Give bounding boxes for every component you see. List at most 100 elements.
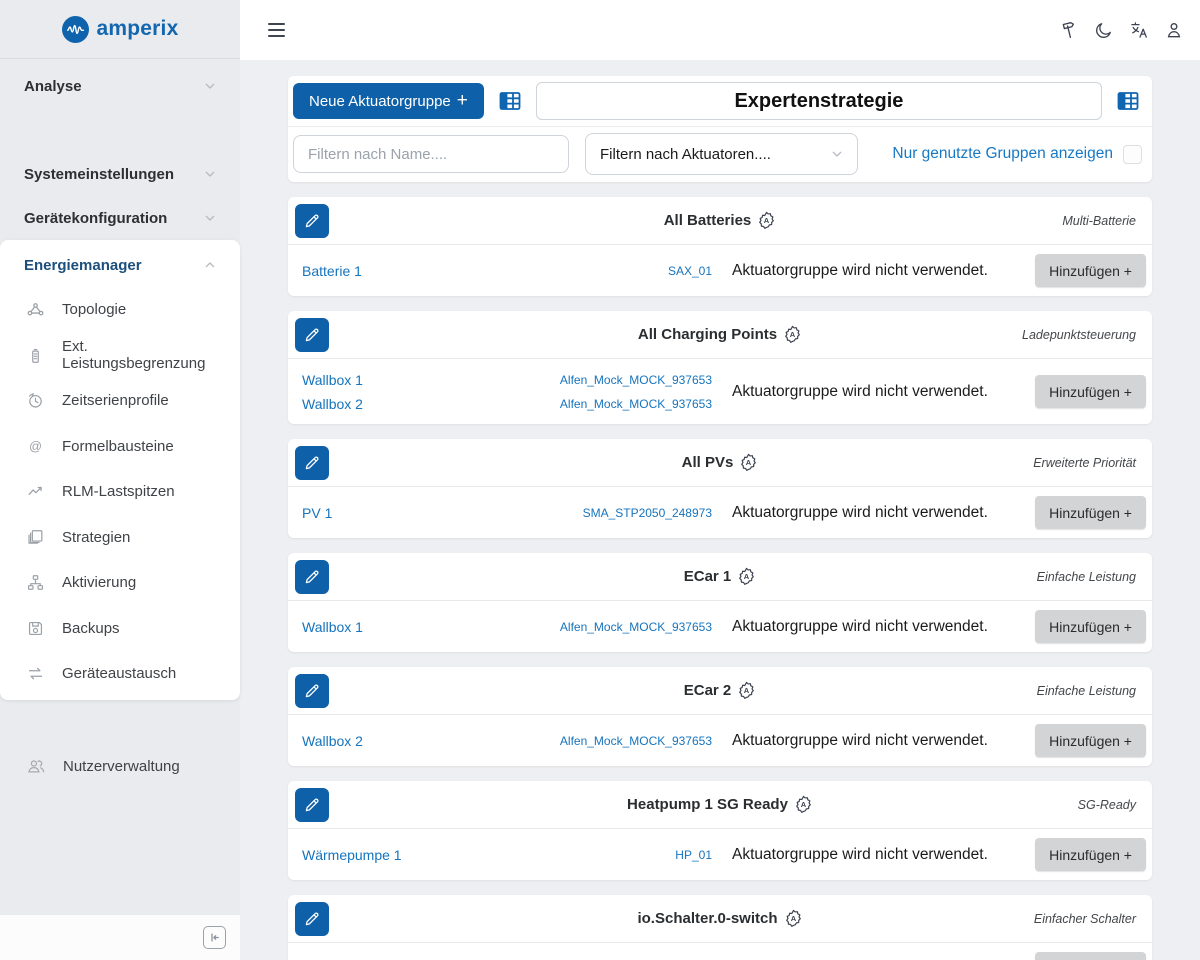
- device-name-link[interactable]: Wallbox 2: [302, 732, 363, 749]
- hamburger-menu-icon[interactable]: [268, 23, 285, 37]
- edit-group-button[interactable]: [295, 559, 329, 594]
- add-to-group-button[interactable]: Hinzufügen +: [1035, 952, 1146, 960]
- backups-icon: [26, 619, 45, 638]
- sidebar-collapse-button[interactable]: [203, 926, 226, 949]
- sidebar-item-energiemanager[interactable]: Energiemanager: [0, 243, 240, 287]
- device-name-link[interactable]: Wärmepumpe 1: [302, 846, 402, 863]
- group-settings-gear-icon[interactable]: [737, 567, 756, 586]
- group-settings-gear-icon[interactable]: [737, 681, 756, 700]
- group-card-list: All Batteries Multi-Batterie Batterie 1: [288, 197, 1152, 960]
- sidebar-subitem[interactable]: Strategien: [0, 515, 240, 561]
- edit-group-button[interactable]: [295, 787, 329, 822]
- power-limit-icon: [26, 346, 45, 365]
- actuator-group-card: ECar 1 Einfache Leistung Wallbox 1: [288, 553, 1152, 652]
- sidebar-subitem[interactable]: RLM-Lastspitzen: [0, 469, 240, 515]
- sidebar-subitem[interactable]: Ext. Leistungsbegrenzung: [0, 333, 240, 379]
- sidebar-subitem[interactable]: Geräteaustausch: [0, 651, 240, 697]
- edit-group-button[interactable]: [295, 203, 329, 238]
- sidebar: amperix Analyse Systemeinstellungen Gerä…: [0, 0, 240, 960]
- sidebar-subitem[interactable]: Topologie: [0, 287, 240, 333]
- add-to-group-button[interactable]: Hinzufügen +: [1035, 254, 1146, 287]
- group-settings-gear-icon[interactable]: [783, 325, 802, 344]
- translate-icon[interactable]: [1129, 20, 1149, 40]
- edit-group-button[interactable]: [295, 901, 329, 936]
- device-name-link[interactable]: Wallbox 1: [302, 371, 363, 388]
- device-name-link[interactable]: Wallbox 2: [302, 395, 363, 412]
- chevron-down-icon: [202, 166, 218, 182]
- pencil-icon: [303, 682, 321, 700]
- group-status-text: Aktuatorgruppe wird nicht verwendet.: [732, 617, 988, 635]
- device-list: PV 1 SMA_STP2050_248973: [302, 501, 712, 524]
- group-status-text: Aktuatorgruppe wird nicht verwendet.: [732, 261, 988, 279]
- edit-group-button[interactable]: [295, 673, 329, 708]
- device-name-link[interactable]: Batterie 1: [302, 262, 362, 279]
- actuator-group-card: ECar 2 Einfache Leistung Wallbox 2: [288, 667, 1152, 766]
- group-type-tag: Ladepunktsteuerung: [1022, 327, 1136, 342]
- sidebar-subitem[interactable]: Backups: [0, 606, 240, 652]
- device-row: Wallbox 2 Alfen_Mock_MOCK_937653: [302, 729, 712, 752]
- device-id-link[interactable]: SAX_01: [667, 263, 712, 278]
- load-peak-icon: [26, 482, 45, 501]
- group-title: All PVs: [681, 454, 734, 471]
- group-type-tag: Erweiterte Priorität: [1033, 455, 1136, 470]
- sidebar-item-analyse[interactable]: Analyse: [0, 64, 240, 108]
- sidebar-subitem[interactable]: Aktivierung: [0, 560, 240, 606]
- signpost-icon[interactable]: [1059, 20, 1079, 40]
- pencil-icon: [303, 910, 321, 928]
- chevron-down-icon: [202, 78, 218, 94]
- filter-actuators-select[interactable]: Filtern nach Aktuatoren....: [585, 133, 858, 175]
- device-row: Batterie 1 SAX_01: [302, 259, 712, 282]
- device-name-link[interactable]: PV 1: [302, 504, 333, 521]
- sidebar-subitem[interactable]: Zeitserienprofile: [0, 378, 240, 424]
- edit-group-button[interactable]: [295, 445, 329, 480]
- device-id-link[interactable]: Alfen_Mock_MOCK_937653: [559, 733, 712, 748]
- device-id-link[interactable]: HP_01: [675, 847, 712, 862]
- edit-group-button[interactable]: [295, 317, 329, 352]
- new-actuator-group-button[interactable]: Neue Aktuatorgruppe +: [293, 83, 484, 119]
- users-icon: [26, 756, 46, 776]
- sidebar-item-systemeinstellungen[interactable]: Systemeinstellungen: [0, 152, 240, 196]
- sidebar-item-geraetekonfiguration[interactable]: Gerätekonfiguration: [0, 196, 240, 240]
- actuator-group-card: All Charging Points Ladepunktsteuerung W…: [288, 311, 1152, 424]
- moon-icon[interactable]: [1094, 20, 1114, 40]
- device-id-link[interactable]: SMA_STP2050_248973: [582, 505, 712, 520]
- add-to-group-button[interactable]: Hinzufügen +: [1035, 724, 1146, 757]
- device-id-link[interactable]: Alfen_Mock_MOCK_937653: [559, 396, 712, 411]
- show-used-groups-checkbox[interactable]: [1123, 144, 1142, 164]
- table-view-icon[interactable]: [498, 90, 522, 112]
- chevron-down-icon: [829, 146, 845, 162]
- device-id-link[interactable]: Alfen_Mock_MOCK_937653: [559, 372, 712, 387]
- sidebar-subitem[interactable]: Formelbausteine: [0, 424, 240, 470]
- add-to-group-button[interactable]: Hinzufügen +: [1035, 496, 1146, 529]
- device-list: Wallbox 1 Alfen_Mock_MOCK_937653 Wallbox…: [302, 368, 712, 415]
- activation-icon: [26, 573, 45, 592]
- sidebar-item-nutzerverwaltung[interactable]: Nutzerverwaltung: [0, 744, 240, 788]
- group-settings-gear-icon[interactable]: [794, 795, 813, 814]
- group-status-text: Aktuatorgruppe wird nicht verwendet.: [732, 845, 988, 863]
- actuator-group-card: All Batteries Multi-Batterie Batterie 1: [288, 197, 1152, 296]
- add-to-group-button[interactable]: Hinzufügen +: [1035, 375, 1146, 408]
- add-to-group-button[interactable]: Hinzufügen +: [1035, 610, 1146, 643]
- device-row: Wallbox 1 Alfen_Mock_MOCK_937653: [302, 368, 712, 391]
- pencil-icon: [303, 568, 321, 586]
- device-id-link[interactable]: Alfen_Mock_MOCK_937653: [559, 619, 712, 634]
- chevron-down-icon: [202, 210, 218, 226]
- group-settings-gear-icon[interactable]: [784, 909, 803, 928]
- group-title: ECar 2: [683, 682, 732, 699]
- table-view-icon[interactable]: [1116, 90, 1140, 112]
- group-settings-gear-icon[interactable]: [757, 211, 776, 230]
- add-to-group-button[interactable]: Hinzufügen +: [1035, 838, 1146, 871]
- filter-name-input[interactable]: [293, 135, 569, 173]
- device-swap-icon: [26, 664, 45, 683]
- amperix-logo-icon: [61, 15, 89, 43]
- group-settings-gear-icon[interactable]: [739, 453, 758, 472]
- device-name-link[interactable]: Wallbox 1: [302, 618, 363, 635]
- group-title: io.Schalter.0-switch: [637, 910, 778, 927]
- device-row: Wallbox 1 Alfen_Mock_MOCK_937653: [302, 615, 712, 638]
- strategy-name-input[interactable]: [535, 82, 1102, 120]
- chevron-up-icon: [202, 257, 218, 273]
- user-icon[interactable]: [1164, 20, 1184, 40]
- group-title: All Charging Points: [637, 326, 778, 343]
- device-row: Wärmepumpe 1 HP_01: [302, 843, 712, 866]
- show-used-groups-label[interactable]: Nur genutzte Gruppen anzeigen: [892, 145, 1113, 162]
